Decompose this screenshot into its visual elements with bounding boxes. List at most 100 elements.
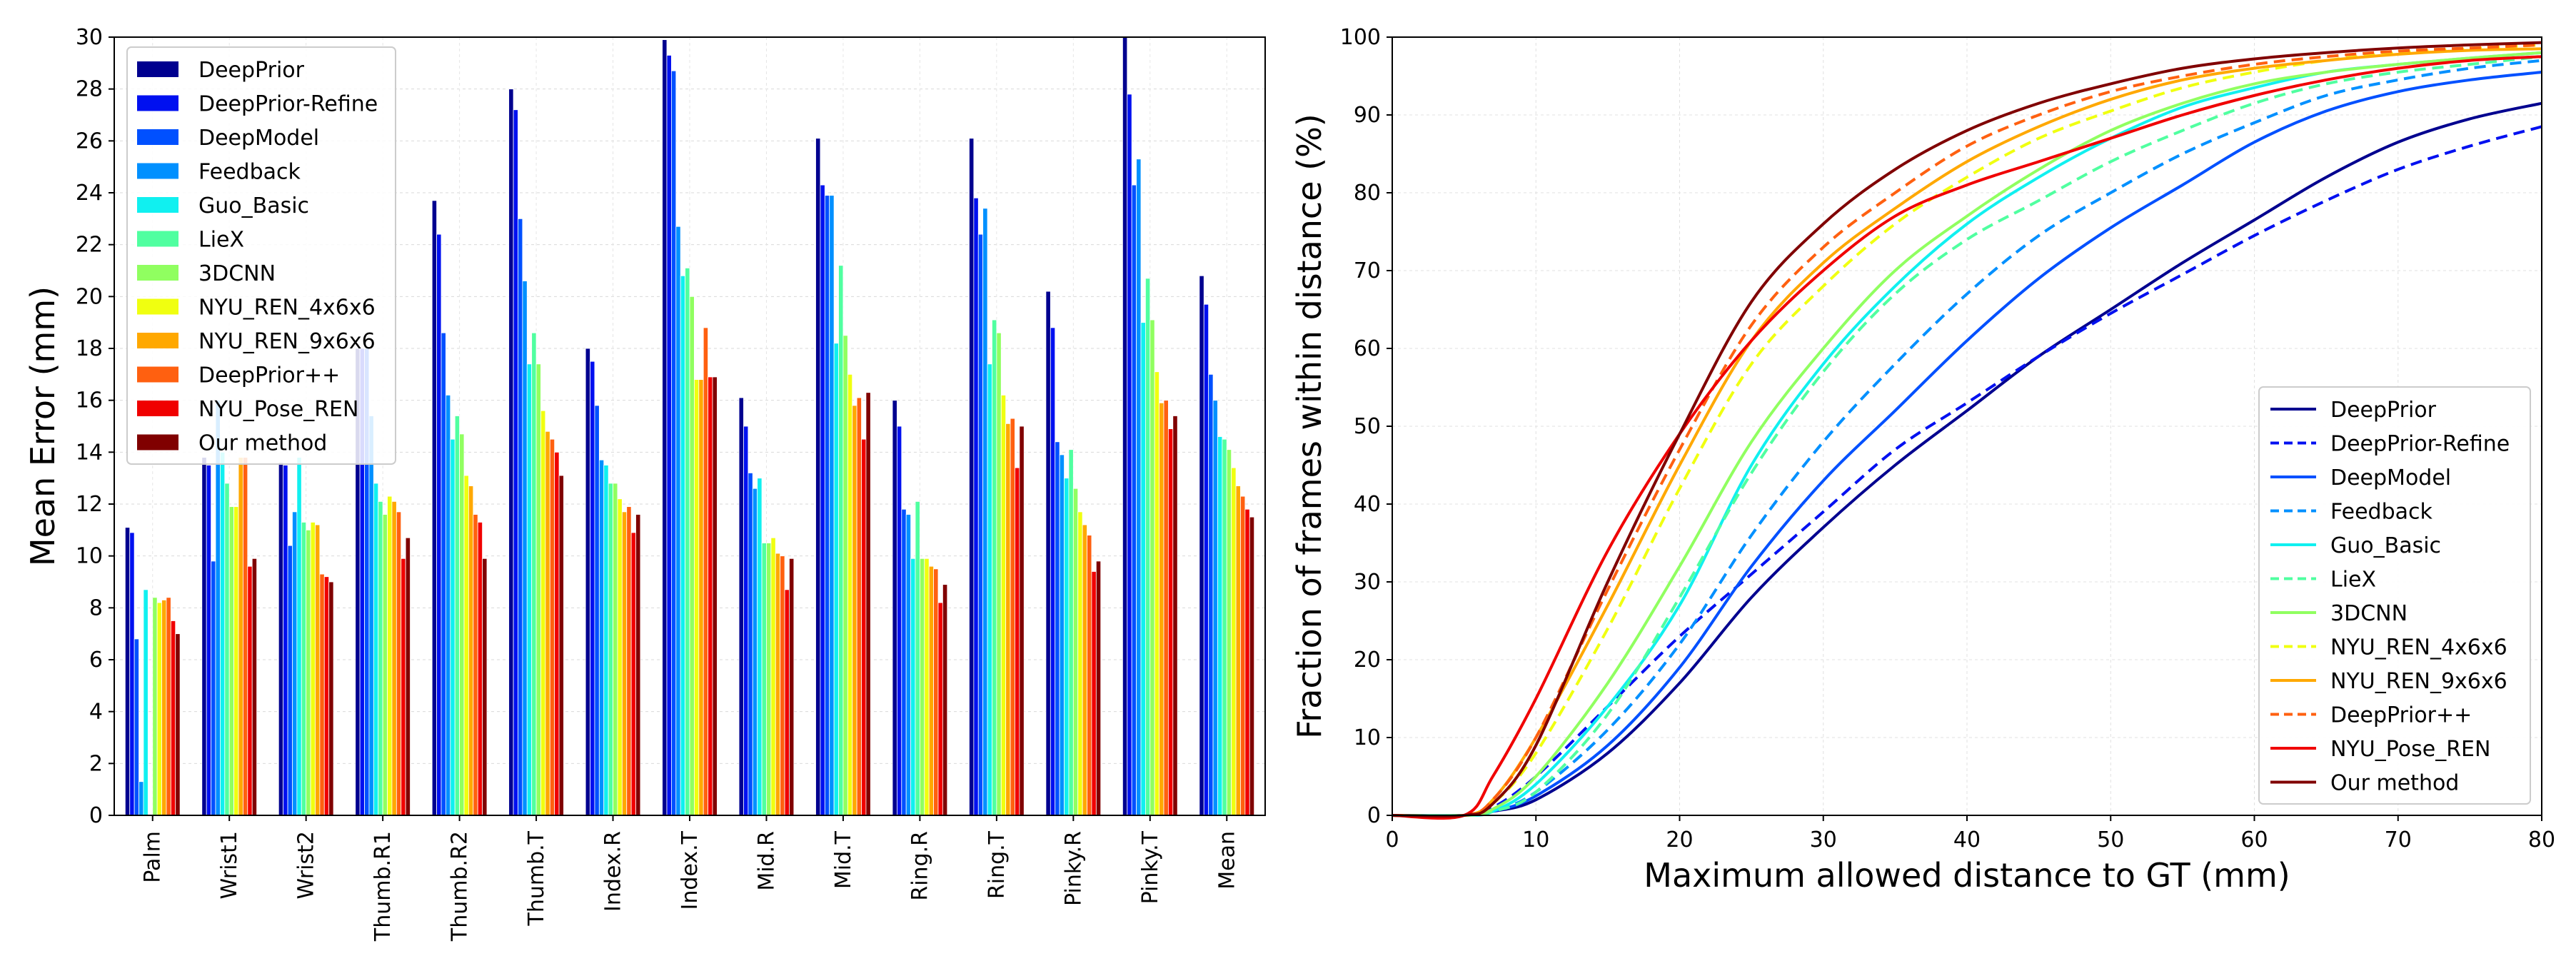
bar-liex-pinky-t [1145,278,1151,816]
line-series-liex [1392,55,2542,817]
bar-guo-basic-mid-t [833,343,839,816]
bar-deepprior-mid-r [738,397,744,816]
bar-our-method-ring-r [942,584,948,816]
bar-guo-basic-mid-r [757,478,763,816]
line-xlabel: Maximum allowed distance to GT (mm) [1644,856,2290,895]
bar-nyu-ren-4x6x6-pinky-r [1077,511,1083,816]
bar-deepprior-index-t [662,39,668,816]
bar-guo-basic-pinky-r [1064,478,1070,816]
bar-ytick-label: 0 [89,803,103,828]
line-legend-label-deepprior-refine: DeepPrior-Refine [2330,432,2510,457]
line-legend-label-deepprior: DeepPrior [2330,398,2437,423]
bar-legend-swatch-nyu-ren-4x6x6 [137,298,178,315]
bar-feedback-wrist2 [292,511,298,816]
bar-our-method-pinky-t [1172,416,1178,816]
bar-our-method-mid-t [865,392,871,816]
bar-legend-swatch-our-method [137,434,178,451]
bar-nyu-ren-9x6x6-index-r [621,511,628,816]
bar-xtick-label: Thumb.R1 [371,831,396,942]
bar-nyu-pose-ren-mean [1244,508,1250,816]
bar-guo-basic-thumb-r2 [450,438,456,816]
bar-xtick-label: Thumb.R2 [448,831,473,942]
bar-deepprior-refine-wrist1 [206,465,212,816]
bar-ylabel: Mean Error (mm) [24,286,62,566]
bar-liex-wrist2 [301,522,307,816]
bar-nyu-ren-4x6x6-index-t [694,379,700,816]
bar-deepprior-pinky-t [1122,36,1128,816]
bar-nyu-pose-ren-wrist2 [323,576,330,816]
bar-ytick-label: 16 [76,388,103,413]
bar-liex-index-r [608,483,613,816]
line-xtick-label: 30 [1810,827,1837,852]
bar-xtick-label: Palm [141,831,166,883]
line-legend-label-deepprior: DeepPrior++ [2330,703,2472,728]
bar-legend-swatch-deepprior-refine [137,95,178,111]
bar-nyu-pose-ren-mid-r [784,589,790,816]
bar-liex-ring-t [992,319,997,816]
bar-xtick-label: Index.T [678,830,703,910]
bar-legend-label-deepmodel: DeepModel [198,126,319,151]
bar-our-method-wrist2 [328,581,334,816]
line-ytick-label: 0 [1367,803,1381,828]
line-legend-label-feedback: Feedback [2330,500,2432,525]
bar-legend-swatch-nyu-ren-9x6x6 [137,333,178,348]
line-xtick-label: 60 [2240,827,2268,852]
bar-legend-label-deepprior: DeepPrior++ [198,363,340,388]
bar-legend-label-deepprior-refine: DeepPrior-Refine [198,92,378,117]
line-legend-label-3dcnn: 3DCNN [2330,601,2408,626]
bar-feedback-pinky-t [1136,159,1142,816]
bar-deepmodel-pinky-t [1131,184,1137,816]
line-legend-label-nyu-pose-ren: NYU_Pose_REN [2330,737,2490,762]
line-series-nyu-pose-ren [1392,55,2542,820]
bar-nyu-pose-ren-ring-r [937,602,943,816]
bar-deepprior-ring-r [933,568,939,816]
bar-nyu-pose-ren-mid-t [861,438,867,816]
bar-xtick-label: Index.R [601,831,626,912]
bar-nyu-ren-9x6x6-ring-r [928,565,934,816]
bar-xtick-label: Ring.T [985,830,1010,899]
line-ytick-label: 10 [1354,725,1381,750]
line-xtick-label: 40 [1953,827,1981,852]
bar-nyu-ren-9x6x6-thumb-r1 [391,500,397,816]
bar-nyu-pose-ren-pinky-t [1168,428,1174,816]
bar-legend-box [126,46,396,465]
bar-nyu-ren-9x6x6-mean [1235,485,1241,816]
bar-nyu-ren-9x6x6-thumb-t [545,431,550,816]
bar-nyu-pose-ren-thumb-r2 [477,522,483,816]
bar-nyu-ren-4x6x6-index-r [617,498,623,816]
bar-deepmodel-index-r [594,405,600,816]
bar-nyu-ren-4x6x6-wrist1 [233,506,239,816]
bar-feedback-mid-t [829,195,835,816]
bar-nyu-ren-9x6x6-ring-t [1005,423,1011,816]
bar-guo-basic-mean [1217,436,1223,816]
bar-xtick-label: Mid.T [831,830,856,889]
bar-legend-swatch-liex [137,231,178,247]
bar-legend-label-feedback: Feedback [198,160,301,185]
bar-deepprior-refine-thumb-t [513,109,518,816]
bar-liex-thumb-r1 [378,500,383,816]
bar-nyu-ren-9x6x6-mid-r [775,553,781,816]
bar-nyu-ren-9x6x6-palm [161,600,167,816]
bar-deepprior-mean [1199,275,1204,816]
bar-liex-index-t [685,267,690,816]
bar-nyu-pose-ren-pinky-r [1091,571,1097,816]
bar-our-method-thumb-r2 [482,558,488,816]
bar-nyu-ren-9x6x6-pinky-r [1082,524,1087,816]
bar-deepprior-palm [124,527,131,816]
bar-legend-label-nyu-ren-9x6x6: NYU_REN_9x6x6 [198,329,376,354]
bar-liex-mean [1222,438,1227,816]
bar-ytick-label: 22 [76,233,103,258]
line-legend-box [2258,386,2531,805]
bar-nyu-pose-ren-palm [170,620,176,816]
bar-deepprior-thumb-r2 [431,200,438,816]
bar-deepprior-refine-palm [129,532,135,816]
line-ytick-label: 80 [1354,181,1381,206]
bar-nyu-ren-9x6x6-wrist1 [238,457,243,816]
bar-legend-swatch-deepprior [137,366,178,383]
bar-deepprior-thumb-t [549,438,555,816]
bar-nyu-pose-ren-index-r [630,532,636,816]
bar-guo-basic-wrist1 [219,451,226,816]
line-series-feedback [1392,59,2542,817]
bar-deepmodel-mid-t [824,195,830,816]
